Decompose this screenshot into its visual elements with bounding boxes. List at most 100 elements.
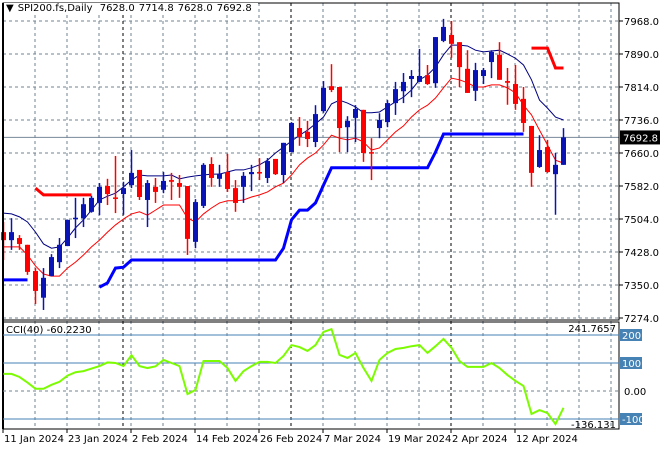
candle-bear bbox=[497, 54, 502, 80]
candle-bull bbox=[417, 76, 422, 82]
candle-bull bbox=[377, 120, 382, 129]
candle-bear bbox=[17, 238, 22, 244]
y-tick-label: 7968.0 bbox=[624, 17, 659, 28]
candle-bull bbox=[65, 219, 70, 247]
candle-bull bbox=[249, 172, 254, 175]
candle-bull bbox=[481, 70, 486, 77]
candle-bull bbox=[537, 150, 542, 167]
cci-scale-min: -136.131 bbox=[571, 420, 616, 431]
x-tick-label: 23 Jan 2024 bbox=[68, 434, 128, 445]
cci-level-box bbox=[620, 357, 642, 369]
candle-bull bbox=[265, 161, 270, 178]
x-tick-label: 26 Feb 2024 bbox=[260, 434, 322, 445]
candle-bull bbox=[345, 120, 350, 128]
candle-bear bbox=[329, 86, 334, 90]
candle-bull bbox=[145, 183, 150, 200]
candle-bear bbox=[361, 109, 366, 154]
candle-bear bbox=[513, 84, 518, 104]
candle-bear bbox=[105, 186, 110, 195]
candle-bull bbox=[73, 217, 78, 220]
candle-bear bbox=[257, 172, 262, 174]
close-value: 7692.8 bbox=[216, 3, 252, 14]
candle-bull bbox=[121, 188, 126, 195]
candle-bull bbox=[89, 197, 94, 212]
candle-bull bbox=[161, 180, 166, 190]
cci-level-label: -100 bbox=[622, 415, 645, 426]
candle-bull bbox=[409, 76, 414, 79]
candle-bear bbox=[273, 158, 278, 175]
y-tick-label: 7660.0 bbox=[624, 149, 659, 160]
low-value: 7628.0 bbox=[177, 3, 213, 14]
cci-panel-frame bbox=[2, 321, 620, 430]
cci-level-box bbox=[620, 329, 642, 341]
open-value: 7628.0 bbox=[99, 3, 135, 14]
candle-bull bbox=[385, 103, 390, 123]
y-tick-label: 7504.0 bbox=[624, 215, 659, 226]
candle-bear bbox=[457, 42, 462, 68]
candle-bear bbox=[425, 75, 430, 85]
main-panel-frame bbox=[2, 2, 620, 321]
candle-bear bbox=[369, 152, 374, 154]
resistance-line bbox=[34, 186, 92, 197]
candle-bear bbox=[465, 68, 470, 93]
x-tick-label: 19 Mar 2024 bbox=[388, 434, 451, 445]
candle-bull bbox=[281, 142, 286, 176]
candle-bull bbox=[217, 173, 222, 179]
candle-bear bbox=[505, 81, 510, 83]
support-line bbox=[98, 132, 524, 289]
candle-bull bbox=[433, 37, 438, 84]
x-tick-label: 7 Mar 2024 bbox=[324, 434, 381, 445]
chart-header: ▼ SPI200.fs,Daily 7628.0 7714.8 7628.0 7692.… bbox=[4, 3, 258, 14]
candle-bull bbox=[193, 202, 198, 242]
candle-bull bbox=[473, 70, 478, 91]
candle-bull bbox=[289, 122, 294, 153]
candle-bull bbox=[49, 257, 54, 277]
candle-bear bbox=[169, 180, 174, 182]
y-tick-label: 7736.0 bbox=[624, 116, 659, 127]
candle-bull bbox=[97, 186, 102, 203]
cci-level-label: 100 bbox=[622, 359, 641, 370]
x-tick-label: 2 Apr 2024 bbox=[452, 434, 507, 445]
candle-bull bbox=[129, 172, 134, 186]
cci-level-box bbox=[620, 413, 642, 425]
candle-bear bbox=[185, 186, 190, 239]
cci-scale-max: 241.7657 bbox=[568, 324, 616, 335]
candle-bear bbox=[113, 197, 118, 199]
candle-bull bbox=[393, 89, 398, 104]
candle-bear bbox=[521, 98, 526, 123]
candle-bear bbox=[33, 271, 38, 291]
candle-bear bbox=[25, 244, 30, 272]
candle-bear bbox=[209, 164, 214, 178]
y-tick-label: 7582.0 bbox=[624, 182, 659, 193]
candle-bear bbox=[529, 125, 534, 173]
candle-bear bbox=[337, 87, 342, 129]
candle-bull bbox=[241, 175, 246, 187]
candle-bull bbox=[201, 164, 206, 206]
candle-bull bbox=[9, 232, 14, 241]
y-tick-label: 7890.0 bbox=[624, 50, 659, 61]
y-tick-label: 7428.0 bbox=[624, 248, 659, 259]
y-tick-label: 7274.0 bbox=[624, 314, 659, 325]
candle-bear bbox=[137, 169, 142, 198]
current-price-box bbox=[620, 130, 660, 145]
candle-bull bbox=[57, 244, 62, 263]
candle-bull bbox=[553, 164, 558, 175]
candle-bull bbox=[441, 26, 446, 41]
resistance-line bbox=[531, 46, 564, 70]
candle-bear bbox=[153, 186, 158, 192]
candle-bear bbox=[305, 131, 310, 140]
cci-level-label: 200 bbox=[622, 331, 641, 342]
cci-line bbox=[3, 327, 565, 426]
cci-title: CCI(40) -60.2230 bbox=[6, 325, 92, 336]
high-value: 7714.8 bbox=[138, 3, 174, 14]
candle-bull bbox=[401, 81, 406, 92]
x-tick-label: 12 Apr 2024 bbox=[516, 434, 578, 445]
symbol-label: SPI200.fs,Daily bbox=[17, 3, 93, 14]
candle-bull bbox=[321, 87, 326, 112]
candle-bull bbox=[561, 137, 566, 165]
y-tick-label: 7814.0 bbox=[624, 83, 659, 94]
x-tick-label: 11 Jan 2024 bbox=[4, 434, 64, 445]
triangle-down-icon[interactable]: ▼ bbox=[6, 3, 14, 14]
y-tick-label: 7350.0 bbox=[624, 281, 659, 292]
